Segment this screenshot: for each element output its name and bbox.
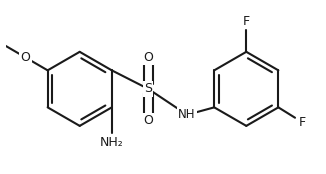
Text: O: O	[143, 114, 153, 127]
Text: O: O	[143, 51, 153, 64]
Text: F: F	[243, 15, 250, 28]
Text: NH₂: NH₂	[100, 136, 124, 149]
Text: S: S	[144, 82, 152, 95]
Text: O: O	[21, 51, 30, 64]
Text: NH: NH	[178, 108, 196, 121]
Text: F: F	[299, 116, 306, 129]
